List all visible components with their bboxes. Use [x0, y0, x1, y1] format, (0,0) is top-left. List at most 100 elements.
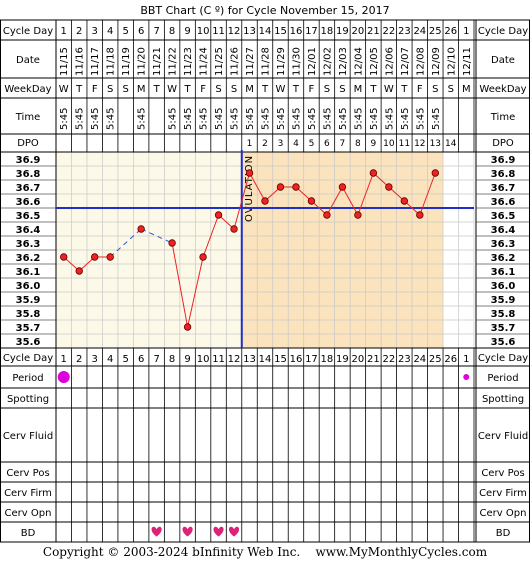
cycle-day-cell-bottom: 1 — [61, 354, 67, 365]
time-cell: 5:45 — [369, 108, 380, 130]
temp-point — [400, 197, 409, 205]
weekday-cell: T — [292, 84, 300, 95]
date-cell: 12/05 — [369, 47, 380, 76]
cycle-day-cell: 13 — [243, 26, 256, 37]
cycle-day-cell: 9 — [184, 26, 190, 37]
row-label-right-cycle_day: Cycle Day — [478, 353, 528, 364]
time-cell: 5:45 — [322, 108, 333, 130]
y-tick-label: 36.4 — [16, 225, 41, 236]
weekday-cell: S — [107, 84, 113, 95]
row-label-weekday: WeekDay — [4, 84, 51, 95]
weekday-cell: W — [59, 84, 69, 95]
y-tick-label-right: 36.8 — [491, 169, 516, 180]
temp-point — [199, 253, 207, 261]
row-label-cerv_pos: Cerv Pos — [6, 468, 49, 479]
row-label-right-dpo: DPO — [492, 138, 514, 149]
weekday-cell: M — [462, 84, 471, 95]
cycle-day-cell-bottom: 18 — [321, 354, 334, 365]
weekday-cell: M — [245, 84, 254, 95]
date-cell: 11/17 — [90, 47, 101, 76]
chart-title: BBT Chart (C º) for Cycle November 15, 2… — [140, 4, 389, 17]
dpo-cell: 8 — [355, 139, 361, 149]
y-tick-label: 36.2 — [16, 253, 41, 264]
temp-point — [230, 225, 238, 233]
temp-point — [214, 211, 223, 219]
cycle-day-cell: 19 — [336, 26, 349, 37]
date-cell: 12/08 — [415, 47, 426, 76]
temp-point — [354, 211, 362, 219]
cycle-day-cell: 26 — [444, 26, 457, 37]
y-tick-label: 36.3 — [16, 239, 41, 250]
dpo-cell: 10 — [383, 139, 395, 149]
time-cell: 5:45 — [90, 108, 101, 130]
temp-point — [416, 211, 424, 219]
cycle-day-cell: 17 — [305, 26, 318, 37]
cycle-day-cell-bottom: 6 — [138, 354, 144, 365]
cycle-day-cell-bottom: 15 — [274, 354, 287, 365]
cycle-day-cell-bottom: 17 — [305, 354, 318, 365]
cycle-day-cell-bottom: 22 — [382, 354, 395, 365]
y-tick-label-right: 36.1 — [491, 267, 516, 278]
date-cell: 12/10 — [446, 47, 457, 76]
row-label-cycle_day: Cycle Day — [3, 353, 53, 364]
cycle-day-cell: 18 — [321, 26, 334, 37]
weekday-cell: S — [432, 84, 438, 95]
weekday-cell: F — [92, 84, 98, 95]
cycle-day-cell-bottom: 23 — [398, 354, 411, 365]
temp-point — [245, 169, 254, 177]
date-cell: 11/24 — [199, 47, 210, 76]
y-tick-label-right: 36.2 — [491, 253, 516, 264]
y-tick-label: 35.8 — [16, 309, 41, 320]
temp-point — [168, 239, 176, 247]
weekday-cell: S — [339, 84, 345, 95]
cycle-day-cell: 1 — [61, 26, 67, 37]
weekday-cell: M — [354, 84, 363, 95]
cycle-day-cell-bottom: 14 — [259, 354, 272, 365]
row-label-right-spotting: Spotting — [482, 394, 524, 405]
cycle-day-cell: 1 — [463, 26, 469, 37]
temp-segment — [202, 214, 220, 258]
time-cell: 5:45 — [400, 108, 411, 130]
dpo-cell: 5 — [309, 139, 315, 149]
temp-segment — [233, 172, 251, 230]
temp-point — [292, 183, 300, 191]
cycle-day-cell: 23 — [398, 26, 411, 37]
temp-point — [91, 253, 99, 261]
time-cell: 5:45 — [59, 108, 70, 130]
weekday-cell: M — [137, 84, 146, 95]
y-tick-label-right: 36.7 — [491, 183, 516, 194]
row-label-cerv_firm: Cerv Firm — [4, 488, 52, 499]
weekday-cell: F — [309, 84, 315, 95]
weekday-cell: F — [417, 84, 423, 95]
temp-point — [385, 183, 393, 191]
date-cell: 11/27 — [245, 47, 256, 76]
row-label-cerv_opn: Cerv Opn — [5, 508, 52, 519]
y-tick-label-right: 36.9 — [491, 155, 516, 166]
time-cell: 5:45 — [431, 108, 442, 130]
cycle-day-cell: 2 — [76, 26, 82, 37]
row-label-time: Time — [15, 112, 40, 123]
time-cell: 5:45 — [353, 108, 364, 130]
row-label-right-cycle_day: Cycle Day — [478, 26, 528, 37]
y-tick-label: 36.1 — [16, 267, 41, 278]
temp-point — [323, 211, 331, 219]
temp-segment — [341, 186, 359, 216]
period-marker — [463, 374, 470, 380]
row-label-date: Date — [16, 55, 40, 66]
cycle-day-cell-bottom: 3 — [92, 354, 98, 365]
dpo-cell: 3 — [278, 139, 284, 149]
date-cell: 11/19 — [121, 47, 132, 76]
cycle-day-cell-bottom: 16 — [290, 354, 303, 365]
weekday-cell: S — [215, 84, 221, 95]
cycle-day-cell: 6 — [138, 26, 144, 37]
date-cell: 11/28 — [261, 47, 272, 76]
cycle-day-cell-bottom: 24 — [413, 354, 426, 365]
date-cell: 11/26 — [230, 47, 241, 76]
cycle-day-cell: 22 — [382, 26, 395, 37]
row-label-cerv_fluid: Cerv Fluid — [3, 431, 53, 442]
time-cell: 5:45 — [75, 108, 86, 130]
cycle-day-cell: 25 — [429, 26, 442, 37]
cycle-day-cell: 21 — [367, 26, 380, 37]
y-tick-label-right: 35.6 — [491, 337, 516, 348]
temp-gap-segment — [140, 228, 173, 244]
